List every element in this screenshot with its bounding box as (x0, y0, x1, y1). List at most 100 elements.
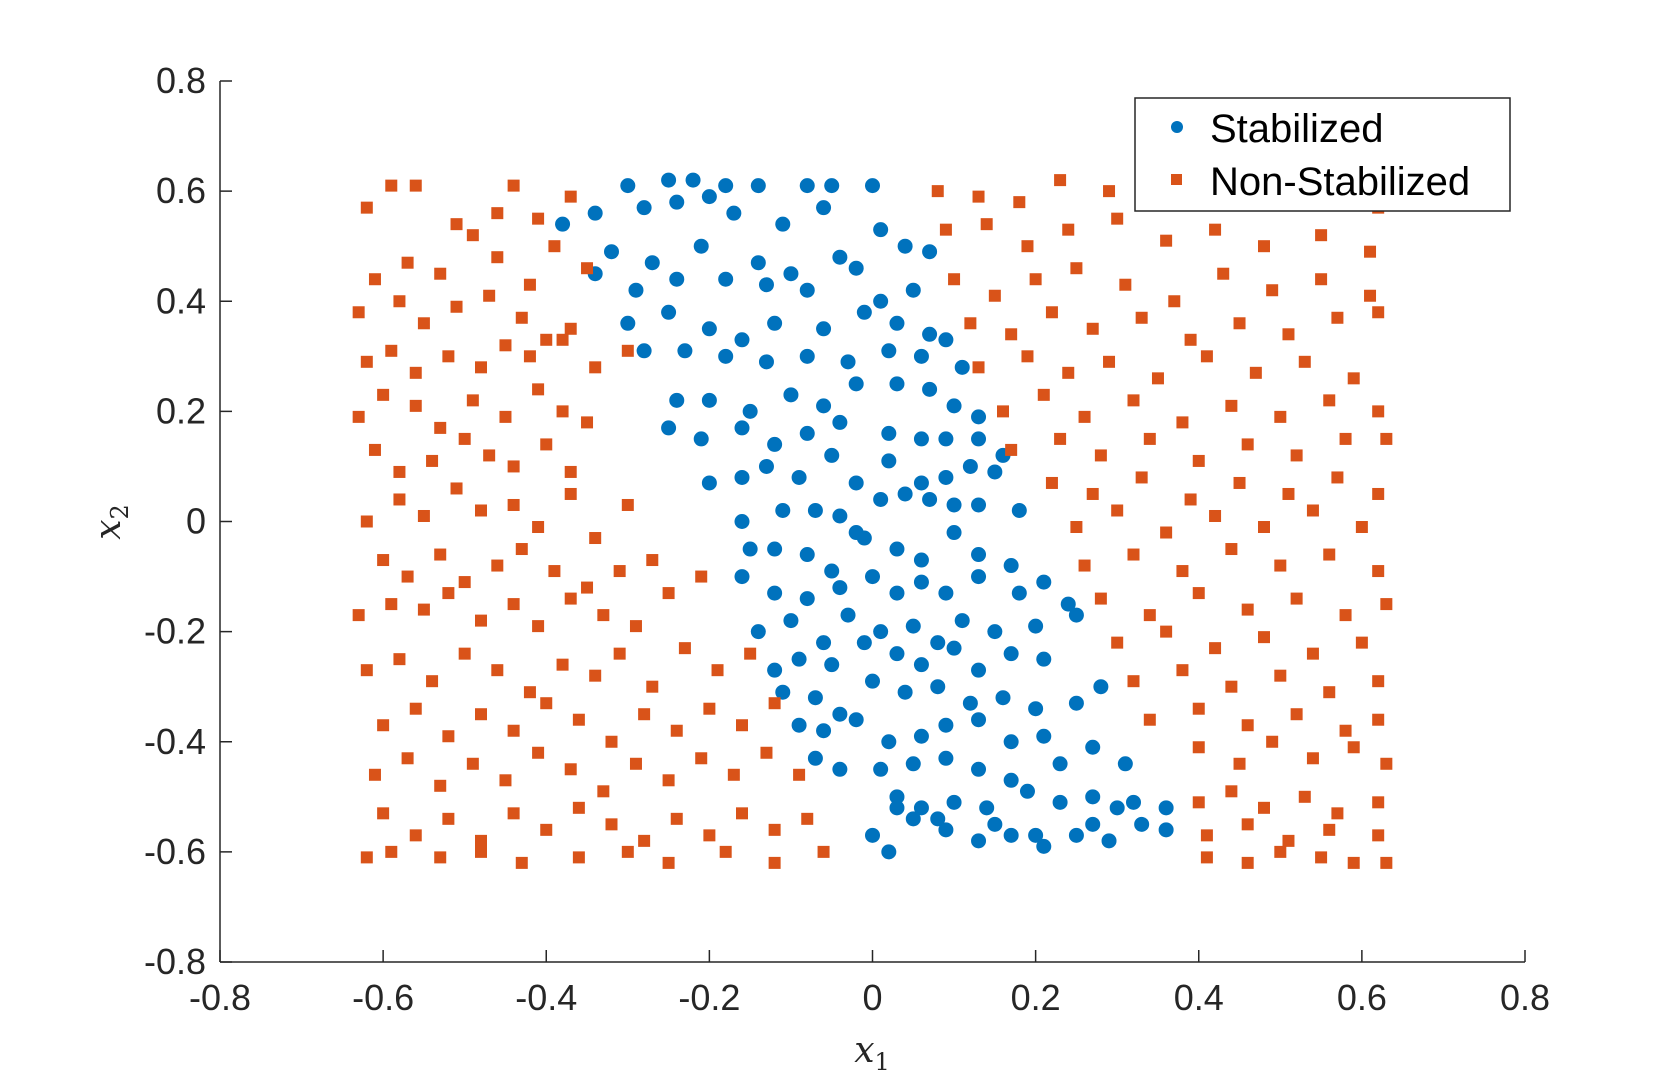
point-stabilized (742, 541, 758, 557)
point-stabilized (930, 635, 946, 651)
point-stabilized (1003, 646, 1019, 662)
point-non-stabilized (434, 779, 447, 792)
point-stabilized (881, 425, 897, 441)
point-non-stabilized (532, 620, 545, 633)
point-stabilized (889, 541, 905, 557)
point-stabilized (897, 486, 913, 502)
point-stabilized (971, 761, 987, 777)
point-non-stabilized (621, 845, 634, 858)
point-stabilized (1101, 833, 1117, 849)
point-non-stabilized (1258, 801, 1270, 814)
point-non-stabilized (621, 344, 634, 357)
point-stabilized (1158, 822, 1174, 838)
point-non-stabilized (1380, 856, 1393, 869)
data-marks (352, 172, 1393, 869)
point-stabilized (799, 348, 815, 364)
point-stabilized (881, 453, 897, 469)
point-non-stabilized (548, 565, 561, 578)
point-non-stabilized (629, 757, 642, 770)
point-non-stabilized (499, 410, 512, 423)
point-non-stabilized (1233, 757, 1246, 770)
point-non-stabilized (581, 262, 594, 275)
point-non-stabilized (1005, 328, 1018, 341)
point-stabilized (758, 354, 774, 370)
point-non-stabilized (1192, 587, 1205, 600)
point-non-stabilized (434, 267, 447, 280)
point-non-stabilized (507, 598, 520, 611)
point-non-stabilized (409, 399, 422, 412)
point-stabilized (881, 734, 897, 750)
point-non-stabilized (499, 339, 512, 352)
point-stabilized (987, 464, 1003, 480)
point-non-stabilized (1086, 322, 1099, 335)
point-non-stabilized (1331, 311, 1344, 324)
point-non-stabilized (1160, 625, 1173, 638)
point-non-stabilized (1315, 851, 1328, 864)
point-stabilized (783, 387, 799, 403)
point-non-stabilized (564, 592, 577, 605)
point-non-stabilized (564, 487, 577, 500)
point-non-stabilized (532, 212, 545, 225)
x-axis-label: x1 (854, 1030, 890, 1074)
point-stabilized (856, 635, 872, 651)
point-stabilized (799, 282, 815, 298)
point-stabilized (946, 640, 962, 656)
point-stabilized (905, 811, 921, 827)
point-stabilized (971, 497, 987, 513)
point-non-stabilized (507, 460, 520, 473)
point-stabilized (971, 547, 987, 563)
point-stabilized (913, 348, 929, 364)
point-non-stabilized (507, 498, 520, 511)
point-non-stabilized (556, 658, 569, 671)
point-non-stabilized (638, 834, 651, 847)
point-non-stabilized (1143, 713, 1156, 726)
point-non-stabilized (1078, 410, 1091, 423)
point-stabilized (816, 398, 832, 414)
point-non-stabilized (1192, 702, 1205, 715)
point-stabilized (913, 431, 929, 447)
point-non-stabilized (409, 366, 422, 379)
point-non-stabilized (629, 620, 642, 633)
point-non-stabilized (564, 465, 577, 478)
point-non-stabilized (801, 812, 814, 825)
point-non-stabilized (1355, 521, 1368, 534)
point-stabilized (775, 216, 791, 232)
point-non-stabilized (458, 576, 471, 589)
point-non-stabilized (646, 680, 659, 693)
point-non-stabilized (393, 295, 406, 308)
point-stabilized (873, 624, 889, 640)
point-non-stabilized (523, 350, 536, 363)
point-non-stabilized (1241, 438, 1254, 451)
point-non-stabilized (621, 498, 634, 511)
point-stabilized (677, 343, 693, 359)
point-non-stabilized (491, 207, 504, 220)
point-stabilized (734, 514, 750, 529)
point-non-stabilized (670, 724, 683, 737)
point-stabilized (922, 491, 938, 507)
point-non-stabilized (1045, 306, 1058, 319)
point-stabilized (865, 178, 880, 194)
x-tick-label: -0.6 (352, 977, 414, 1018)
point-non-stabilized (1176, 664, 1189, 677)
point-non-stabilized (1233, 317, 1246, 330)
point-non-stabilized (434, 851, 447, 864)
point-non-stabilized (475, 361, 487, 374)
point-non-stabilized (1029, 273, 1042, 286)
point-stabilized (946, 398, 962, 414)
point-non-stabilized (475, 504, 487, 517)
point-stabilized (661, 304, 677, 320)
point-non-stabilized (1274, 845, 1287, 858)
point-non-stabilized (1290, 708, 1303, 721)
point-non-stabilized (597, 785, 610, 798)
point-non-stabilized (1217, 267, 1230, 280)
point-stabilized (954, 359, 970, 375)
point-non-stabilized (491, 251, 504, 264)
point-non-stabilized (515, 543, 528, 556)
y-tick-label: 0.2 (156, 390, 206, 431)
point-non-stabilized (523, 278, 536, 291)
point-non-stabilized (491, 559, 504, 572)
point-non-stabilized (1290, 592, 1303, 605)
legend-marker-stabilized (1171, 121, 1183, 133)
point-stabilized (1011, 502, 1027, 518)
point-non-stabilized (450, 300, 463, 313)
